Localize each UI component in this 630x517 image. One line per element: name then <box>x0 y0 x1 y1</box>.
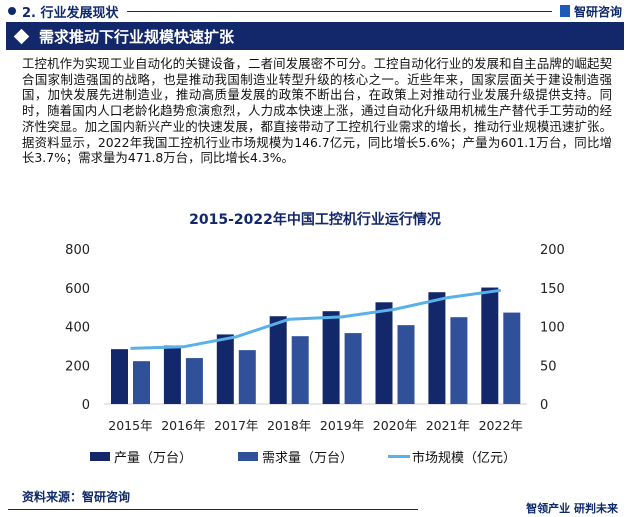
bar-demand <box>133 361 150 404</box>
legend-label: 市场规模（亿元） <box>412 450 516 466</box>
bar-demand <box>238 350 256 404</box>
x-tick: 2019年 <box>320 418 364 433</box>
brand-logo: 智研咨询 <box>559 3 622 20</box>
y-right-tick: 0 <box>540 398 548 413</box>
bar-production <box>322 311 340 404</box>
bar-demand <box>503 312 521 404</box>
chart-title: 2015-2022年中国工控机行业运行情况 <box>189 211 441 228</box>
bar-production <box>111 349 128 404</box>
line-market-size <box>130 288 501 350</box>
source-note: 资料来源：智研咨询 <box>22 490 131 504</box>
bar-demand <box>397 325 415 404</box>
y-right-tick: 50 <box>540 359 557 374</box>
section-header: 2. 行业发展现状 智研咨询 <box>8 2 622 21</box>
y-right-tick: 100 <box>540 321 565 336</box>
logo-icon <box>559 5 570 17</box>
bar-demand <box>450 317 468 404</box>
legend-swatch <box>238 452 258 461</box>
x-tick: 2021年 <box>426 418 470 433</box>
brand-name: 智研咨询 <box>573 4 622 19</box>
banner-title: 需求推动下行业规模快速扩张 <box>39 27 235 46</box>
y-right-tick: 200 <box>540 243 565 258</box>
bar-production <box>375 302 393 404</box>
section-title: 2. 行业发展现状 <box>22 5 119 21</box>
divider <box>126 10 552 12</box>
y-left-tick: 600 <box>65 282 90 297</box>
x-tick: 2015年 <box>108 418 152 433</box>
slogan: 智领产业 研判未来 <box>526 502 618 515</box>
bar-demand <box>185 358 203 404</box>
y-left-tick: 400 <box>65 321 90 336</box>
legend-label: 产量（万台） <box>114 451 192 466</box>
bar-demand <box>291 336 309 404</box>
y-left-tick: 0 <box>82 398 90 413</box>
body-paragraph: 工控机作为实现工业自动化的关键设备，二者间发展密不可分。工控自动化行业的发展和自… <box>22 56 612 166</box>
legend-swatch <box>90 452 110 461</box>
y-left-tick: 200 <box>65 359 90 374</box>
bar-production <box>428 292 446 404</box>
bar-production <box>269 316 287 404</box>
y-left-tick: 800 <box>65 243 90 258</box>
bar-production <box>481 287 499 404</box>
bullet-icon <box>8 7 16 15</box>
x-tick: 2018年 <box>267 418 311 433</box>
bar-production <box>163 345 181 404</box>
y-right-tick: 150 <box>540 282 565 297</box>
x-tick: 2017年 <box>214 418 258 433</box>
x-tick: 2022年 <box>479 418 523 433</box>
footer-divider <box>8 509 418 510</box>
bar-demand <box>344 333 362 404</box>
legend-label: 需求量（万台） <box>262 451 353 466</box>
x-tick: 2016年 <box>161 418 205 433</box>
banner: 需求推动下行业规模快速扩张 <box>6 22 624 50</box>
x-tick: 2020年 <box>373 418 417 433</box>
bar-production <box>216 334 234 404</box>
